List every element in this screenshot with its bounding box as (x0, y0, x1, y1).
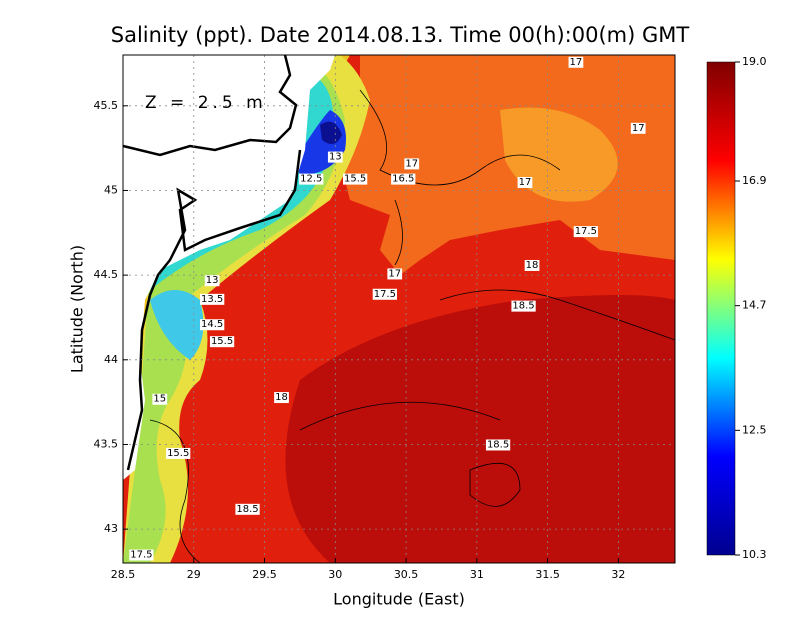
land (123, 55, 335, 480)
y-tick-label: 43.5 (94, 437, 119, 450)
contour-label-box (200, 319, 225, 331)
contour-labels: 17 17 17 16.5 17 17.5 18 17 17.5 18.5 13 13.5 14.5 15… (129, 56, 646, 561)
y-tick-label: 45.5 (94, 99, 119, 112)
contour-label: 17.5 (374, 289, 396, 300)
x-tick-label: 29 (187, 568, 201, 581)
colorbar-tick-label: 16.9 (742, 174, 767, 187)
colorbar-tick-label: 14.7 (742, 299, 767, 312)
field-dark (285, 295, 675, 563)
contour-label-box (342, 173, 368, 185)
contour-label: 17 (570, 57, 583, 68)
x-tick-label: 29.5 (252, 568, 277, 581)
contour-label: 17 (388, 268, 401, 279)
contour-label-box (200, 293, 225, 305)
contour-label: 18.5 (236, 504, 258, 515)
colorbar (706, 61, 736, 556)
contour-label: 12.5 (300, 174, 322, 185)
contour-label: 15.5 (344, 174, 366, 185)
contour-label-box (630, 122, 646, 134)
contour-label: 15.5 (167, 448, 189, 459)
plot-frame (122, 54, 676, 564)
contour-label-box (517, 177, 533, 188)
contour-label-box (387, 268, 403, 280)
contour-label: 13 (206, 275, 219, 286)
contour-label-box (209, 336, 235, 348)
chart-title: Salinity (ppt). Date 2014.08.13. Time 00… (111, 23, 690, 47)
contour-label-box (152, 393, 168, 405)
y-tick-label: 44.5 (94, 268, 119, 281)
contour-label-box (511, 300, 536, 312)
x-tick-label: 31.5 (535, 568, 560, 581)
x-axis-label: Longitude (East) (333, 590, 465, 609)
contour-label-box (129, 549, 154, 561)
contour-line (149, 89, 675, 563)
contour-label-box (524, 259, 540, 271)
colorbar-tick-label: 12.5 (742, 423, 767, 436)
contour-label-box (372, 288, 397, 300)
field (123, 55, 675, 563)
x-tick-label: 30.5 (394, 568, 419, 581)
x-tick-label: 30 (328, 568, 342, 581)
contour-label-box (391, 173, 416, 185)
field-orange (340, 55, 675, 275)
y-axis-label: Latitude (North) (68, 245, 87, 373)
contour-label: 15 (153, 394, 166, 405)
contour-label: 16.5 (392, 174, 414, 185)
y-tick-label: 43 (104, 522, 118, 535)
contour-label: 17 (405, 158, 418, 169)
contour-label: 18.5 (487, 439, 509, 450)
contour-label-box (485, 439, 511, 451)
contour-label: 14.5 (201, 319, 223, 330)
field-cyan2 (150, 290, 204, 360)
contour-label: 15.5 (211, 336, 233, 347)
field-darkblue (320, 121, 342, 144)
contour-label: 18 (526, 260, 539, 271)
contour-label: 17 (632, 123, 645, 134)
contour-label-box (204, 275, 220, 287)
colorbar-tick-label: 10.3 (742, 548, 767, 561)
contour-label: 17.5 (575, 226, 597, 237)
contour-label: 13.5 (201, 294, 223, 305)
x-tick-label: 31 (470, 568, 484, 581)
contour-label-box (235, 503, 260, 515)
contour-label-box (274, 392, 289, 404)
contour-label: 18.5 (512, 301, 534, 312)
contour-label-box (166, 447, 191, 459)
x-tick-label: 28.5 (111, 568, 136, 581)
contour-label: 17.5 (130, 550, 152, 561)
contour-label-box (573, 226, 598, 238)
annotation: Z = 2.5 m (145, 93, 267, 113)
y-tick-label: 44 (104, 353, 118, 366)
contour-label-box (404, 158, 420, 170)
contour-label: 18 (275, 392, 288, 403)
coastline (123, 55, 302, 471)
contour-label-box (568, 56, 584, 68)
contour-label-box (327, 151, 343, 163)
y-tick-label: 45 (104, 183, 118, 196)
x-tick-label: 32 (611, 568, 625, 581)
contour-label-box (299, 173, 324, 185)
contour-label: 17 (519, 177, 532, 188)
contour-label: 13 (329, 152, 342, 163)
colorbar-tick-label: 19.0 (742, 55, 767, 68)
